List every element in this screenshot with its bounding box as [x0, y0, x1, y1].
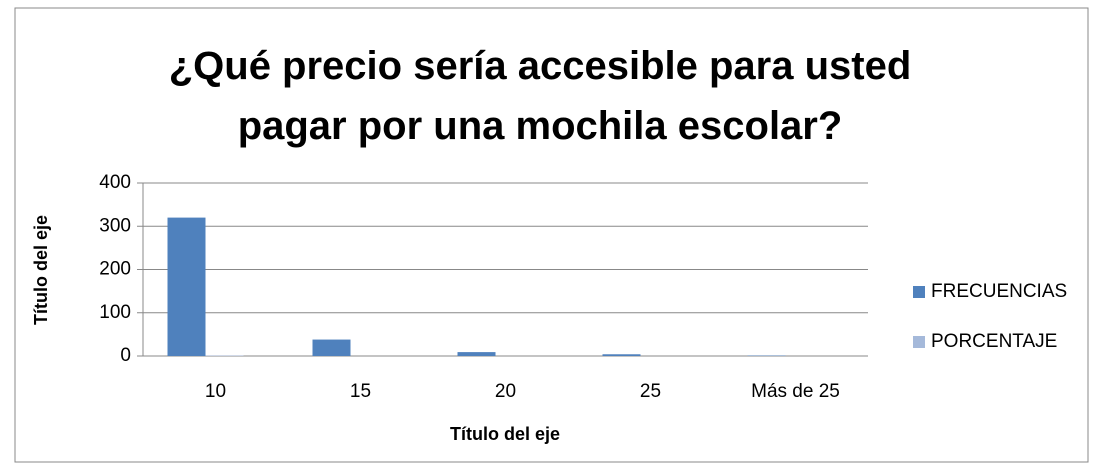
x-tick-label: 15: [350, 381, 371, 402]
bar: [312, 339, 351, 356]
chart-title: ¿Qué precio sería accesible para usted p…: [168, 44, 912, 148]
x-tick-label: 20: [495, 381, 516, 402]
x-axis-title: Título del eje: [450, 424, 560, 444]
y-tick-label: 400: [99, 172, 131, 193]
x-tick-label: 10: [205, 381, 226, 402]
bar: [602, 354, 641, 356]
y-tick-label: 100: [99, 302, 131, 323]
legend-swatch: [913, 336, 925, 348]
y-axis-title: Título del eje: [31, 215, 51, 325]
x-tick-label: Más de 25: [751, 381, 840, 402]
bar: [457, 352, 496, 356]
x-tick-label: 25: [640, 381, 661, 402]
bar: [167, 217, 206, 356]
y-tick-label: 200: [99, 259, 131, 280]
y-tick-label: 0: [120, 345, 131, 366]
legend-label: PORCENTAJE: [931, 331, 1057, 352]
y-tick-label: 300: [99, 215, 131, 236]
legend-swatch: [913, 286, 925, 298]
legend-label: FRECUENCIAS: [931, 281, 1067, 302]
